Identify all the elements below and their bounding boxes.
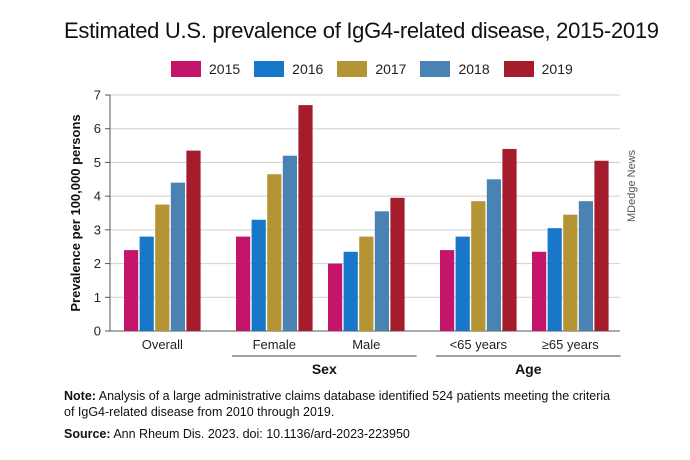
bar-2018-2 xyxy=(374,211,389,331)
bar-2016-0 xyxy=(139,236,154,331)
legend-item-2015: 2015 xyxy=(171,61,240,77)
x-category-label: <65 years xyxy=(450,337,508,352)
bar-2017-2 xyxy=(359,236,374,331)
y-tick-label: 0 xyxy=(94,324,101,339)
y-axis-label: Prevalence per 100,000 persons xyxy=(68,114,83,311)
x-category-label: ≥65 years xyxy=(542,337,599,352)
chart-title: Estimated U.S. prevalence of IgG4-relate… xyxy=(64,18,659,43)
source-label: Source: xyxy=(64,427,111,441)
legend-item-2018: 2018 xyxy=(420,61,490,77)
bar-2017-4 xyxy=(563,214,578,331)
y-tick-label: 1 xyxy=(94,290,101,305)
legend-swatch xyxy=(503,61,534,77)
bar-2019-4 xyxy=(594,160,609,331)
x-category-label: Overall xyxy=(142,337,183,352)
credit-text: MDedge News xyxy=(626,149,638,222)
bar-2015-4 xyxy=(532,251,547,331)
bar-2019-1 xyxy=(298,105,313,331)
source: Source: Ann Rheum Dis. 2023. doi: 10.113… xyxy=(64,427,410,441)
y-tick-label: 7 xyxy=(94,88,101,103)
x-category-label: Male xyxy=(352,337,380,352)
bar-2015-1 xyxy=(236,236,251,331)
legend: 2015 2016 2017 2018 2019 xyxy=(171,61,573,77)
legend-label: 2017 xyxy=(375,61,407,77)
y-tick-label: 5 xyxy=(94,155,101,170)
bar-2015-0 xyxy=(124,250,139,331)
legend-swatch xyxy=(254,61,285,77)
bar-2018-3 xyxy=(486,179,501,331)
legend-item-2016: 2016 xyxy=(254,61,323,77)
legend-label: 2015 xyxy=(209,61,241,77)
bar-2019-2 xyxy=(390,197,405,331)
y-tick-label: 6 xyxy=(94,121,101,136)
legend-label: 2018 xyxy=(458,61,490,77)
bar-2017-3 xyxy=(471,201,486,331)
note: Note: Analysis of a large administrative… xyxy=(64,388,624,420)
note-label: Note: xyxy=(64,389,96,403)
legend-item-2017: 2017 xyxy=(337,61,406,77)
bar-2016-2 xyxy=(343,251,358,331)
legend-label: 2016 xyxy=(292,61,324,77)
y-tick-label: 4 xyxy=(94,189,101,204)
bar-2018-4 xyxy=(578,201,593,331)
bar-2015-2 xyxy=(328,263,343,331)
legend-label: 2019 xyxy=(541,61,573,77)
bar-2019-0 xyxy=(186,150,201,331)
bar-2019-3 xyxy=(502,148,517,331)
bar-2016-4 xyxy=(547,228,562,331)
legend-swatch xyxy=(420,61,451,77)
bar-2015-3 xyxy=(440,250,455,331)
legend-swatch xyxy=(171,61,201,77)
bar-2018-1 xyxy=(282,155,297,331)
bar-2017-0 xyxy=(155,204,170,331)
bar-2016-3 xyxy=(455,236,470,331)
bar-2016-1 xyxy=(251,219,266,331)
group-label: Age xyxy=(515,361,542,377)
bar-2017-1 xyxy=(267,174,282,331)
y-tick-label: 2 xyxy=(94,256,101,271)
legend-item-2019: 2019 xyxy=(503,61,573,77)
y-tick-label: 3 xyxy=(94,222,101,237)
legend-swatch xyxy=(337,61,368,77)
x-category-label: Female xyxy=(253,337,296,352)
bar-2018-0 xyxy=(170,182,185,331)
group-label: Sex xyxy=(312,361,337,377)
note-text: Analysis of a large administrative claim… xyxy=(64,389,611,419)
source-text: Ann Rheum Dis. 2023. doi: 10.1136/ard-20… xyxy=(113,427,410,441)
